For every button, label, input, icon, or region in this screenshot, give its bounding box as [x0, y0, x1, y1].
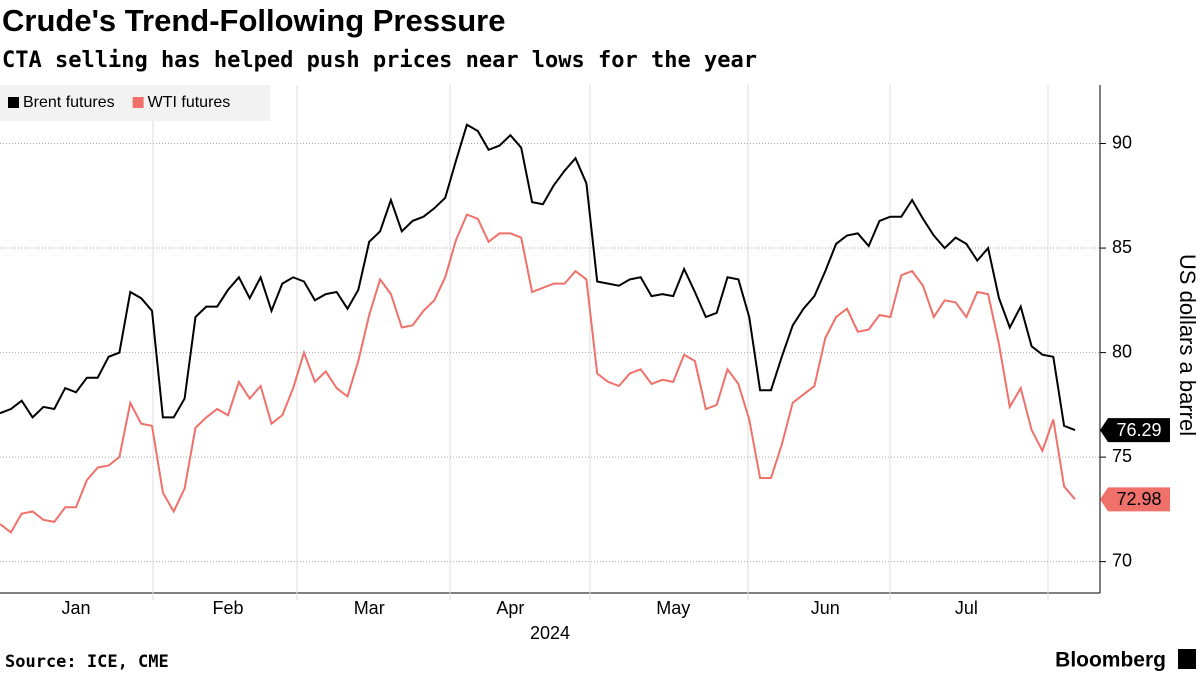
x-tick-label: Apr [496, 598, 524, 618]
x-tick-label: Jun [811, 598, 840, 618]
x-axis-label: 2024 [530, 623, 570, 643]
month-separators [152, 85, 1049, 600]
x-tick-label: Jul [955, 598, 978, 618]
y-tick-label: 85 [1112, 237, 1132, 257]
brand: Bloomberg [1055, 649, 1166, 672]
brand-icon [1178, 649, 1196, 669]
legend-swatch [132, 97, 144, 108]
last-value-tag [1100, 487, 1170, 512]
series-line [0, 213, 1076, 534]
series-line [0, 123, 1076, 432]
y-tick-label: 70 [1112, 550, 1132, 570]
y-tick-label: 90 [1112, 132, 1132, 152]
legend-label: Brent futures [23, 94, 115, 111]
legend-label: WTI futures [148, 94, 231, 111]
source: Source: ICE, CME [5, 652, 169, 672]
y-axis-label: US dollars a barrel [1175, 254, 1200, 436]
chart-title: Crude's Trend-Following Pressure [2, 3, 505, 38]
legend-swatch [8, 97, 19, 108]
chart-subtitle: CTA selling has helped push prices near … [2, 48, 757, 73]
last-value-label: 76.29 [1116, 420, 1161, 440]
x-tick-label: Jan [61, 598, 90, 618]
x-tick-label: May [656, 598, 690, 618]
last-value-tag [1100, 418, 1170, 443]
y-tick-label: 80 [1112, 341, 1132, 361]
x-tick-label: Mar [354, 598, 385, 618]
legend: Brent futures WTI futures [0, 85, 270, 121]
y-tick-label: 75 [1112, 446, 1132, 466]
last-value-label: 72.98 [1116, 489, 1161, 509]
x-tick-label: Feb [213, 598, 244, 618]
